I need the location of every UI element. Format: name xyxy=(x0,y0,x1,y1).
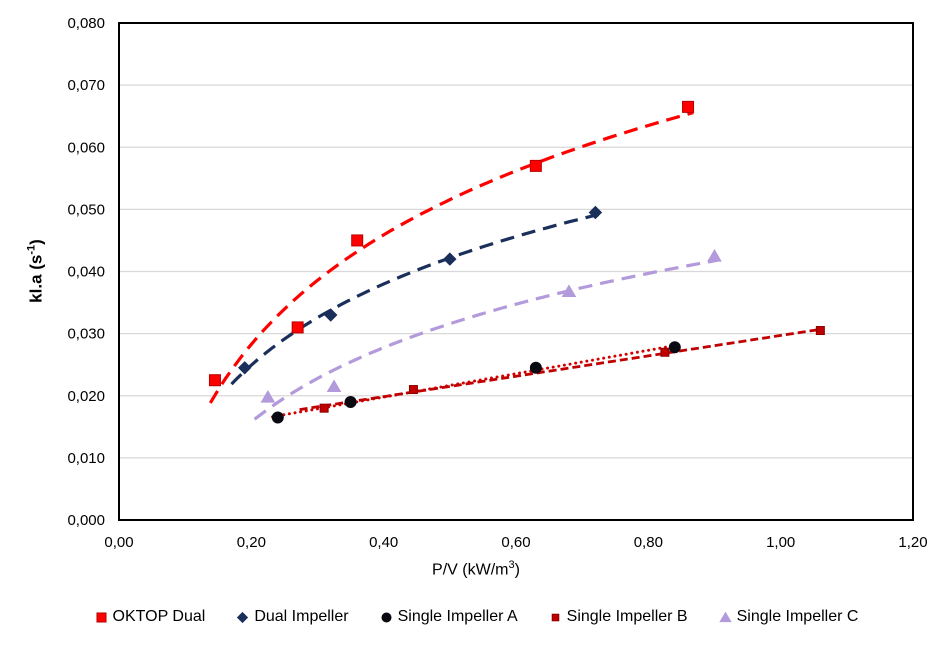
legend-label-single-impeller-c: Single Impeller C xyxy=(736,608,859,625)
point-single-impeller-c xyxy=(326,379,342,393)
y-tick-label: 0,080 xyxy=(67,15,105,32)
point-oktop-dual xyxy=(291,321,304,334)
trendline-single-impeller-c xyxy=(253,258,719,421)
x-tick-label: 0,40 xyxy=(369,534,398,551)
legend-marker-single-impeller-b xyxy=(551,613,559,621)
point-oktop-dual xyxy=(529,159,542,172)
trendline-single-impeller-a xyxy=(271,343,680,419)
y-axis-title-suffix: ) xyxy=(26,239,46,245)
x-tick-label: 0,00 xyxy=(104,534,133,551)
legend-label-single-impeller-b: Single Impeller B xyxy=(566,608,688,625)
point-dual-impeller xyxy=(443,252,457,266)
y-axis-title-text: kl.a (s xyxy=(26,254,46,303)
legend-marker-shape-dual-impeller xyxy=(237,611,249,623)
point-single-impeller-a xyxy=(529,361,542,374)
y-axis-title-superscript: -1 xyxy=(25,244,38,255)
legend-marker-oktop-dual xyxy=(96,611,107,623)
legend-marker-dual-impeller xyxy=(237,611,249,623)
point-single-impeller-b xyxy=(408,385,418,395)
plot-area: 0,000 0,010 0,020 0,030 0,040 0,050 0,060 0,070… xyxy=(67,15,927,551)
chart-legend: OKTOP Dual Dual Impeller Single Impeller A… xyxy=(0,608,952,626)
legend-item-oktop-dual: OKTOP Dual xyxy=(94,608,206,626)
point-oktop-dual xyxy=(351,234,364,247)
legend-marker-shape-single-impeller-b xyxy=(551,613,559,621)
point-oktop-dual xyxy=(682,100,695,113)
legend-label-single-impeller-a: Single Impeller A xyxy=(397,608,518,625)
x-tick-label: 1,20 xyxy=(898,534,927,551)
y-tick-label: 0,020 xyxy=(67,388,105,405)
point-single-impeller-c xyxy=(707,248,722,262)
x-tick-label: 0,20 xyxy=(237,534,266,551)
x-tick-label: 1,00 xyxy=(766,534,795,551)
x-axis-title: P/V (kW/m3) xyxy=(0,559,952,579)
point-dual-impeller xyxy=(324,308,338,322)
point-single-impeller-b xyxy=(660,347,670,357)
legend-item-single-impeller-b: Single Impeller B xyxy=(548,608,688,626)
legend-item-single-impeller-a: Single Impeller A xyxy=(379,608,518,626)
x-axis-title-superscript: 3 xyxy=(508,559,515,571)
legend-marker-shape-single-impeller-c xyxy=(718,611,732,622)
legend-marker-single-impeller-c xyxy=(718,611,732,622)
y-tick-label: 0,030 xyxy=(67,326,105,343)
y-tick-label: 0,060 xyxy=(67,139,105,156)
point-single-impeller-b xyxy=(319,403,329,413)
y-tick-label: 0,000 xyxy=(67,512,105,529)
legend-item-dual-impeller: Dual Impeller xyxy=(235,608,349,626)
point-single-impeller-b xyxy=(815,326,825,336)
legend-marker-shape-single-impeller-a xyxy=(381,611,392,623)
point-single-impeller-c xyxy=(561,284,577,297)
plot-border xyxy=(118,22,914,521)
legend-marker-shape-oktop-dual xyxy=(96,611,107,623)
point-single-impeller-a xyxy=(344,395,357,408)
legend-item-single-impeller-c: Single Impeller C xyxy=(718,608,859,626)
point-single-impeller-c xyxy=(260,390,276,403)
legend-marker-single-impeller-a xyxy=(381,611,392,623)
point-dual-impeller xyxy=(238,361,252,375)
trendline-dual-impeller xyxy=(230,212,600,386)
trendline-oktop-dual xyxy=(208,111,694,404)
y-axis-title: kl.a (s-1) xyxy=(26,239,47,303)
point-oktop-dual xyxy=(208,374,221,387)
x-axis-title-suffix: ) xyxy=(514,561,520,579)
trendline-single-impeller-b xyxy=(299,327,824,411)
y-tick-label: 0,010 xyxy=(67,450,105,467)
y-tick-label: 0,050 xyxy=(67,201,105,218)
point-dual-impeller xyxy=(588,205,603,220)
legend-label-dual-impeller: Dual Impeller xyxy=(254,608,349,625)
point-single-impeller-a xyxy=(668,341,681,354)
y-tick-label: 0,070 xyxy=(67,77,105,94)
legend-label-oktop-dual: OKTOP Dual xyxy=(112,608,206,625)
y-tick-label: 0,040 xyxy=(67,264,105,281)
x-tick-label: 0,80 xyxy=(634,534,663,551)
point-single-impeller-a xyxy=(271,411,284,424)
x-axis-title-text: P/V (kW/m xyxy=(432,561,509,579)
x-tick-label: 0,60 xyxy=(501,534,530,551)
